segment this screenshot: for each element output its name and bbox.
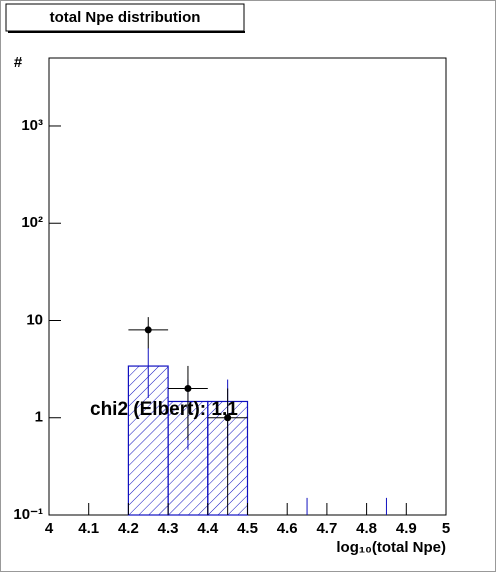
y-tick-label: 1 [35, 409, 43, 426]
x-tick-label: 4.4 [197, 520, 219, 537]
y-tick-label: 10⁻¹ [13, 506, 43, 523]
chart-title: total Npe distribution [50, 9, 201, 26]
annotation: chi2 (Elbert): 1.1 [90, 399, 238, 420]
x-tick-label: 4.7 [316, 520, 337, 537]
y-axis-label: # [14, 54, 23, 71]
title-box [5, 3, 245, 32]
y-tick-label: 10 [26, 311, 43, 328]
x-tick-label: 4.9 [396, 520, 417, 537]
y-tick-label: 10³ [21, 117, 43, 134]
x-axis-label: log₁₀(total Npe) [336, 539, 446, 556]
data-point [224, 414, 232, 422]
x-tick-label: 4 [45, 520, 54, 537]
x-tick-label: 4.5 [237, 520, 258, 537]
data-point [184, 384, 192, 392]
x-tick-label: 4.2 [118, 520, 139, 537]
y-tick-label: 10² [21, 214, 43, 231]
data-point [144, 326, 152, 334]
x-tick-label: 5 [442, 520, 450, 537]
x-tick-label: 4.6 [277, 520, 298, 537]
x-tick-label: 4.3 [158, 520, 179, 537]
x-tick-label: 4.8 [356, 520, 377, 537]
x-tick-label: 4.1 [78, 520, 99, 537]
